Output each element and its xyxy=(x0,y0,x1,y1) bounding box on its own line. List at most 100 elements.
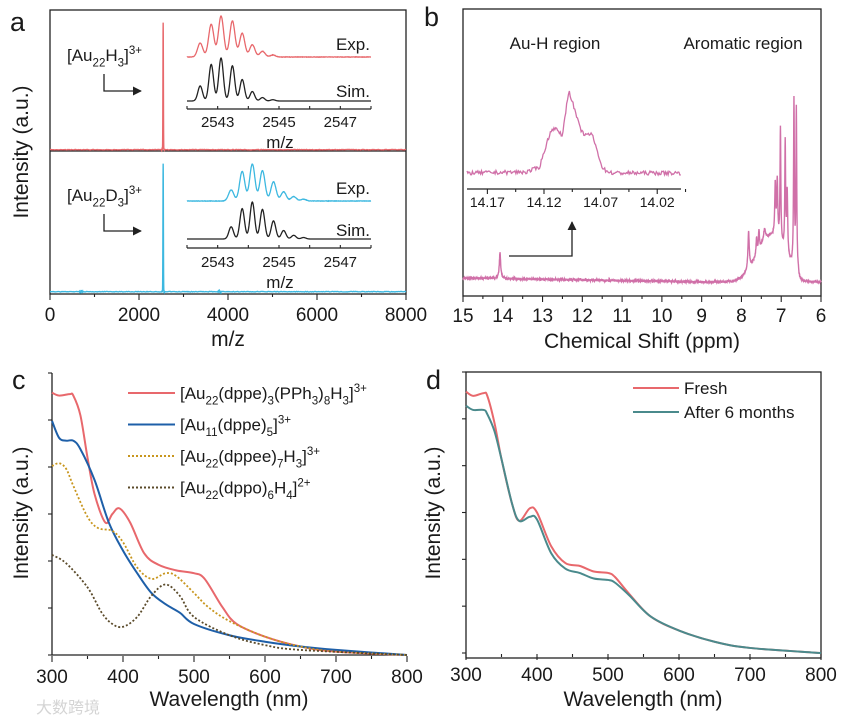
x-tick-label: 0 xyxy=(45,305,56,326)
legend-c: [Au22(dppe)3(PPh3)8H3]3+ [Au11(dppe)5]3+ [… xyxy=(128,383,367,502)
spectrum-line-1 xyxy=(465,404,822,654)
legend-label: [Au22(dppo)6H4]2+ xyxy=(180,477,311,502)
x-tick-label: 8000 xyxy=(385,305,427,326)
inset-x-tick-label: 14.07 xyxy=(583,194,618,210)
series-label: [Au22H3]3+ xyxy=(67,45,142,70)
inset-x-axis-label: m/z xyxy=(266,133,293,152)
x-tick-label: 4000 xyxy=(207,305,249,326)
panel-label-a: a xyxy=(10,7,26,37)
series-label: [Au22D3]3+ xyxy=(67,185,142,210)
x-tick-label: 11 xyxy=(612,306,632,327)
ticks-c: 300 400 500 600 700 800 xyxy=(36,372,423,688)
x-tick-label: 6000 xyxy=(296,305,338,326)
x-tick-label: 9 xyxy=(696,306,707,327)
traces-a: [Au22H3]3+ [Au22D3]3+ xyxy=(49,22,407,295)
x-tick-label: 7 xyxy=(776,306,787,327)
x-tick-label: 300 xyxy=(450,665,482,686)
x-tick-label: 14 xyxy=(492,306,514,327)
inset-x-tick-label: 2545 xyxy=(262,114,295,131)
x-tick-label: 600 xyxy=(249,667,281,688)
x-tick-label: 12 xyxy=(572,306,593,327)
x-tick-label: 800 xyxy=(805,665,837,686)
inset-x-tick-label: 2543 xyxy=(201,114,234,131)
panel-a: a m/z Intensity (a.u.) 0 2000 4000 6000 8000… xyxy=(10,7,427,351)
sim-label: Sim. xyxy=(336,221,370,240)
panel-b: b Chemical Shift (ppm) Au-H region Aroma… xyxy=(424,2,826,353)
x-tick-label: 400 xyxy=(107,667,139,688)
y-axis-label-c: Intensity (a.u.) xyxy=(10,446,33,579)
x-tick-label: 10 xyxy=(651,306,672,327)
x-tick-label: 700 xyxy=(320,667,352,688)
sim-label: Sim. xyxy=(336,82,370,101)
ms-spectrum-au22h3 xyxy=(49,22,407,153)
legend-label: After 6 months xyxy=(684,403,795,422)
x-tick-label: 2000 xyxy=(118,305,160,326)
legend-d: Fresh After 6 months xyxy=(633,379,795,422)
x-ticks-b: 15 14 13 12 11 10 9 8 7 6 xyxy=(452,296,826,327)
spectrum-line-1 xyxy=(51,420,408,656)
x-tick-label: 15 xyxy=(452,306,473,327)
x-tick-label: 500 xyxy=(178,667,210,688)
nmr-spectrum xyxy=(462,96,822,286)
x-tick-label: 700 xyxy=(734,665,766,686)
insets-a: 2543 2545 2547 m/z Exp. Sim. 2543 2545 2547 m/z Ex… xyxy=(186,15,372,292)
experimental-trace xyxy=(186,15,372,59)
simulated-trace xyxy=(187,201,371,240)
x-tick-label: 13 xyxy=(532,306,553,327)
inset-au-h-trace xyxy=(466,90,681,178)
x-tick-label: 8 xyxy=(736,306,747,327)
legend-label: [Au11(dppe)5]3+ xyxy=(180,414,291,439)
x-axis-label-b: Chemical Shift (ppm) xyxy=(544,330,740,353)
annotation-aromatic-region: Aromatic region xyxy=(683,34,802,53)
inset-isotope-pattern: 2543 2545 2547 m/z Exp. Sim. xyxy=(186,15,372,152)
x-tick-label: 600 xyxy=(663,665,695,686)
legend-label: Fresh xyxy=(684,379,727,398)
watermark-logo: 大数跨境 xyxy=(36,698,100,717)
inset-x-tick-label: 14.12 xyxy=(526,194,561,210)
ms-spectrum-au22d3 xyxy=(49,163,407,295)
exp-label: Exp. xyxy=(336,35,370,54)
inset-x-tick-label: 2547 xyxy=(324,254,357,271)
x-axis-label-d: Wavelength (nm) xyxy=(563,688,722,711)
x-axis-label-a: m/z xyxy=(211,328,245,351)
x-tick-label: 500 xyxy=(592,665,624,686)
legend-label: [Au22(dppee)7H3]3+ xyxy=(180,446,320,471)
inset-x-tick-label: 14.17 xyxy=(470,194,505,210)
panel-label-c: c xyxy=(12,365,26,395)
inset-isotope-pattern: 2543 2545 2547 m/z Exp. Sim. xyxy=(186,163,372,292)
x-ticks-a: 0 2000 4000 6000 8000 xyxy=(45,294,427,326)
legend-label: [Au22(dppe)3(PPh3)8H3]3+ xyxy=(180,383,367,408)
x-tick-label: 400 xyxy=(521,665,553,686)
arrow-icon xyxy=(103,74,142,96)
inset-x-tick-label: 2547 xyxy=(324,114,357,131)
ticks-d: 300 400 500 600 700 800 xyxy=(450,371,837,686)
exp-label: Exp. xyxy=(336,179,370,198)
x-axis-label-c: Wavelength (nm) xyxy=(149,688,308,711)
x-tick-label: 800 xyxy=(391,667,423,688)
panel-d: d Wavelength (nm) Intensity (a.u.) 300 40… xyxy=(422,365,837,711)
simulated-trace xyxy=(187,56,371,102)
x-tick-label: 6 xyxy=(816,306,827,327)
inset-x-tick-label: 2543 xyxy=(201,254,234,271)
panel-label-b: b xyxy=(424,2,439,32)
inset-x-tick-label: 2545 xyxy=(262,254,295,271)
inset-x-axis-label: m/z xyxy=(266,273,293,292)
arrow-icon xyxy=(103,214,142,236)
y-axis-label-a: Intensity (a.u.) xyxy=(10,85,33,218)
traces-b xyxy=(462,96,822,286)
experimental-trace xyxy=(186,163,372,203)
traces-c xyxy=(51,391,408,656)
inset-x-tick-label: 14.02 xyxy=(640,194,675,210)
panel-label-d: d xyxy=(426,365,441,395)
plot-frame-d xyxy=(465,371,822,659)
inset-b: 14.17 14.12 14.07 14.02 xyxy=(466,90,687,210)
x-tick-label: 300 xyxy=(36,667,68,688)
arrow-icon xyxy=(509,221,577,257)
spectrum-line-0 xyxy=(465,390,822,654)
panel-c: c Wavelength (nm) Intensity (a.u.) 300 40… xyxy=(10,365,423,711)
annotation-au-h-region: Au-H region xyxy=(510,34,601,53)
y-axis-label-d: Intensity (a.u.) xyxy=(422,446,445,579)
spectrum-line-3 xyxy=(51,554,408,656)
traces-d xyxy=(465,390,822,654)
